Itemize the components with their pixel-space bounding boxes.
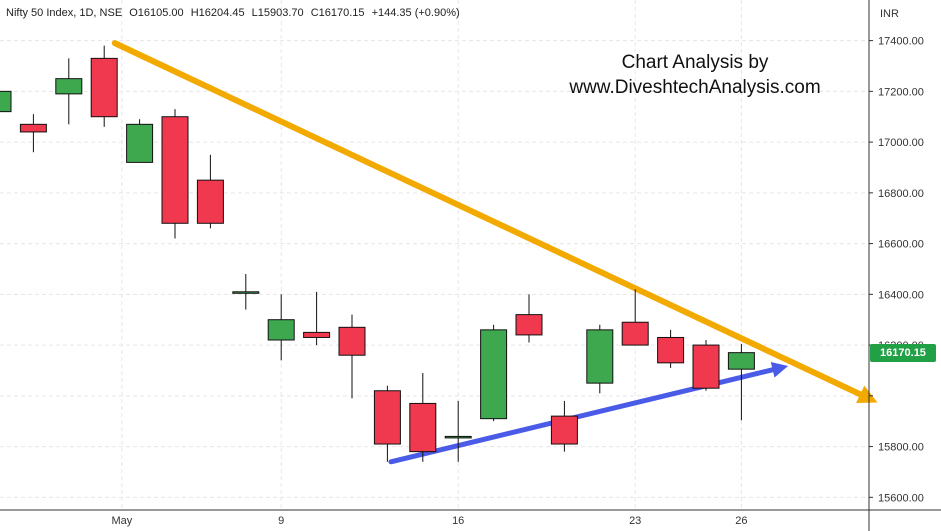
candle-down: [692, 344, 720, 389]
watermark-line1: Chart Analysis by: [621, 52, 769, 73]
x-tick-label: 9: [278, 515, 284, 527]
x-tick-label: May: [112, 515, 133, 527]
close-value: C16170.15: [310, 7, 365, 19]
trendline-support: [388, 362, 789, 465]
candle-down: [373, 390, 401, 445]
y-tick-label: 16800.00: [878, 188, 924, 200]
candle-down: [409, 402, 437, 453]
y-tick-label: 17200.00: [878, 86, 924, 98]
candle-down: [550, 415, 578, 445]
candle-down: [161, 116, 189, 224]
open-value: O16105.00: [129, 7, 184, 19]
watermark-line2: www.DiveshtechAnalysis.com: [569, 77, 821, 98]
symbol-label: Nifty 50 Index, 1D, NSE: [6, 7, 123, 19]
x-tick-label: 23: [629, 515, 641, 527]
candle-up: [727, 352, 755, 370]
candle-up: [480, 329, 508, 420]
candle-down: [515, 314, 543, 336]
x-tick-label: 26: [735, 515, 747, 527]
candle-down: [621, 321, 649, 346]
candle-up: [267, 319, 295, 341]
candle-down: [338, 326, 366, 356]
x-tick-label: 16: [452, 515, 464, 527]
y-tick-label: 15600.00: [878, 492, 924, 504]
low-value: L15903.70: [251, 7, 304, 19]
candle-down: [657, 336, 685, 364]
y-tick-label: 16600.00: [878, 239, 924, 251]
y-tick-label: 17400.00: [878, 36, 924, 48]
y-tick-label: 16400.00: [878, 289, 924, 301]
candles: [0, 45, 755, 462]
last-price-badge: 16170.15: [870, 343, 936, 362]
currency-label: INR: [880, 8, 899, 20]
candle-up: [444, 435, 472, 439]
ohlc-header: Nifty 50 Index, 1D, NSE O16105.00 H16204…: [6, 7, 460, 19]
candle-down: [90, 57, 118, 118]
y-tick-label: 17000.00: [878, 137, 924, 149]
candle-up: [232, 291, 260, 294]
high-value: H16204.45: [190, 7, 245, 19]
change-value: +144.35 (+0.90%): [371, 7, 460, 19]
candle-down: [19, 123, 47, 133]
candle-up: [55, 78, 83, 95]
candle-down: [196, 179, 224, 224]
y-tick-label: 15800.00: [878, 442, 924, 454]
candle-up: [586, 329, 614, 384]
candle-down: [303, 331, 331, 338]
candle-up: [126, 123, 154, 163]
trendline-resistance: [111, 40, 878, 403]
candle-up: [0, 90, 12, 113]
